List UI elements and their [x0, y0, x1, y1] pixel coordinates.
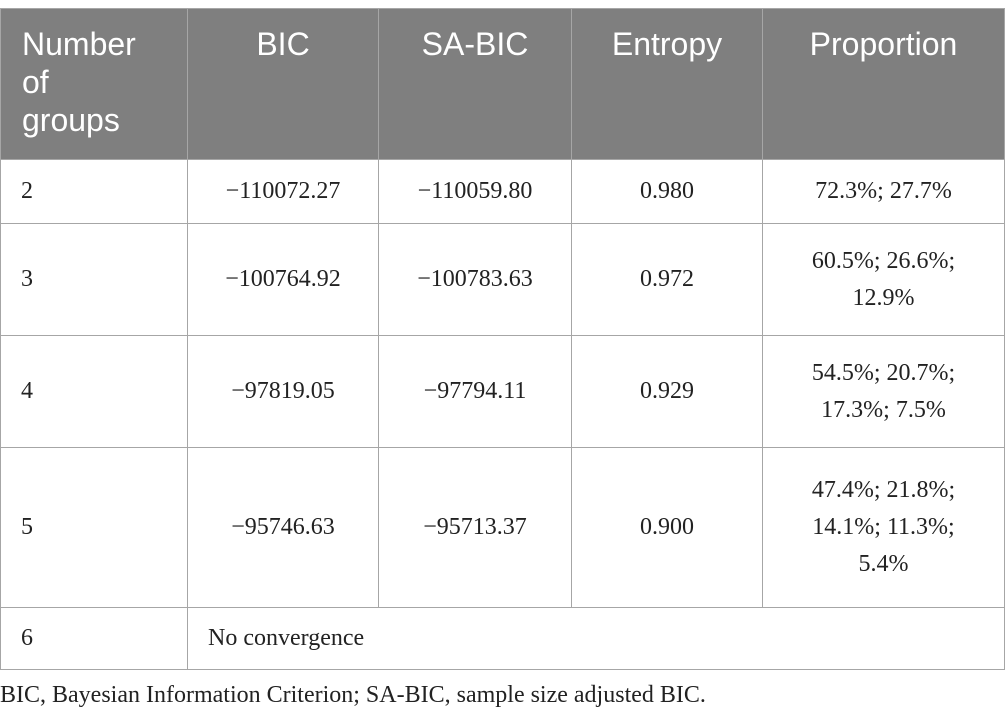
header-sa-bic: SA-BIC	[378, 8, 572, 160]
table-row: 3 −100764.92 −100783.63 0.972 60.5%; 26.…	[0, 223, 1005, 336]
cell-sa-bic: −100783.63	[378, 223, 572, 336]
table-footnote: BIC, Bayesian Information Criterion; SA-…	[0, 682, 706, 708]
cell-bic: −95746.63	[187, 447, 379, 608]
header-row: Number of groups BIC SA-BIC Entropy Prop…	[0, 8, 1005, 160]
results-table: Number of groups BIC SA-BIC Entropy Prop…	[0, 8, 1005, 670]
cell-no-convergence: No convergence	[187, 607, 1005, 670]
table-row: 2 −110072.27 −110059.80 0.980 72.3%; 27.…	[0, 159, 1005, 224]
cell-groups: 4	[0, 335, 188, 448]
cell-entropy: 0.900	[571, 447, 763, 608]
cell-proportion: 47.4%; 21.8%; 14.1%; 11.3%; 5.4%	[762, 447, 1005, 608]
cell-bic: −97819.05	[187, 335, 379, 448]
cell-bic: −110072.27	[187, 159, 379, 224]
header-bic: BIC	[187, 8, 379, 160]
header-number-of-groups: Number of groups	[0, 8, 188, 160]
cell-entropy: 0.972	[571, 223, 763, 336]
cell-proportion: 72.3%; 27.7%	[762, 159, 1005, 224]
cell-groups: 6	[0, 607, 188, 670]
cell-proportion: 60.5%; 26.6%; 12.9%	[762, 223, 1005, 336]
cell-proportion: 54.5%; 20.7%; 17.3%; 7.5%	[762, 335, 1005, 448]
cell-entropy: 0.980	[571, 159, 763, 224]
cell-sa-bic: −110059.80	[378, 159, 572, 224]
header-proportion: Proportion	[762, 8, 1005, 160]
cell-entropy: 0.929	[571, 335, 763, 448]
cell-groups: 5	[0, 447, 188, 608]
table-row: 5 −95746.63 −95713.37 0.900 47.4%; 21.8%…	[0, 447, 1005, 608]
cell-groups: 3	[0, 223, 188, 336]
cell-groups: 2	[0, 159, 188, 224]
cell-sa-bic: −97794.11	[378, 335, 572, 448]
cell-sa-bic: −95713.37	[378, 447, 572, 608]
header-entropy: Entropy	[571, 8, 763, 160]
table-row: 6 No convergence	[0, 607, 1005, 670]
cell-bic: −100764.92	[187, 223, 379, 336]
table-row: 4 −97819.05 −97794.11 0.929 54.5%; 20.7%…	[0, 335, 1005, 448]
